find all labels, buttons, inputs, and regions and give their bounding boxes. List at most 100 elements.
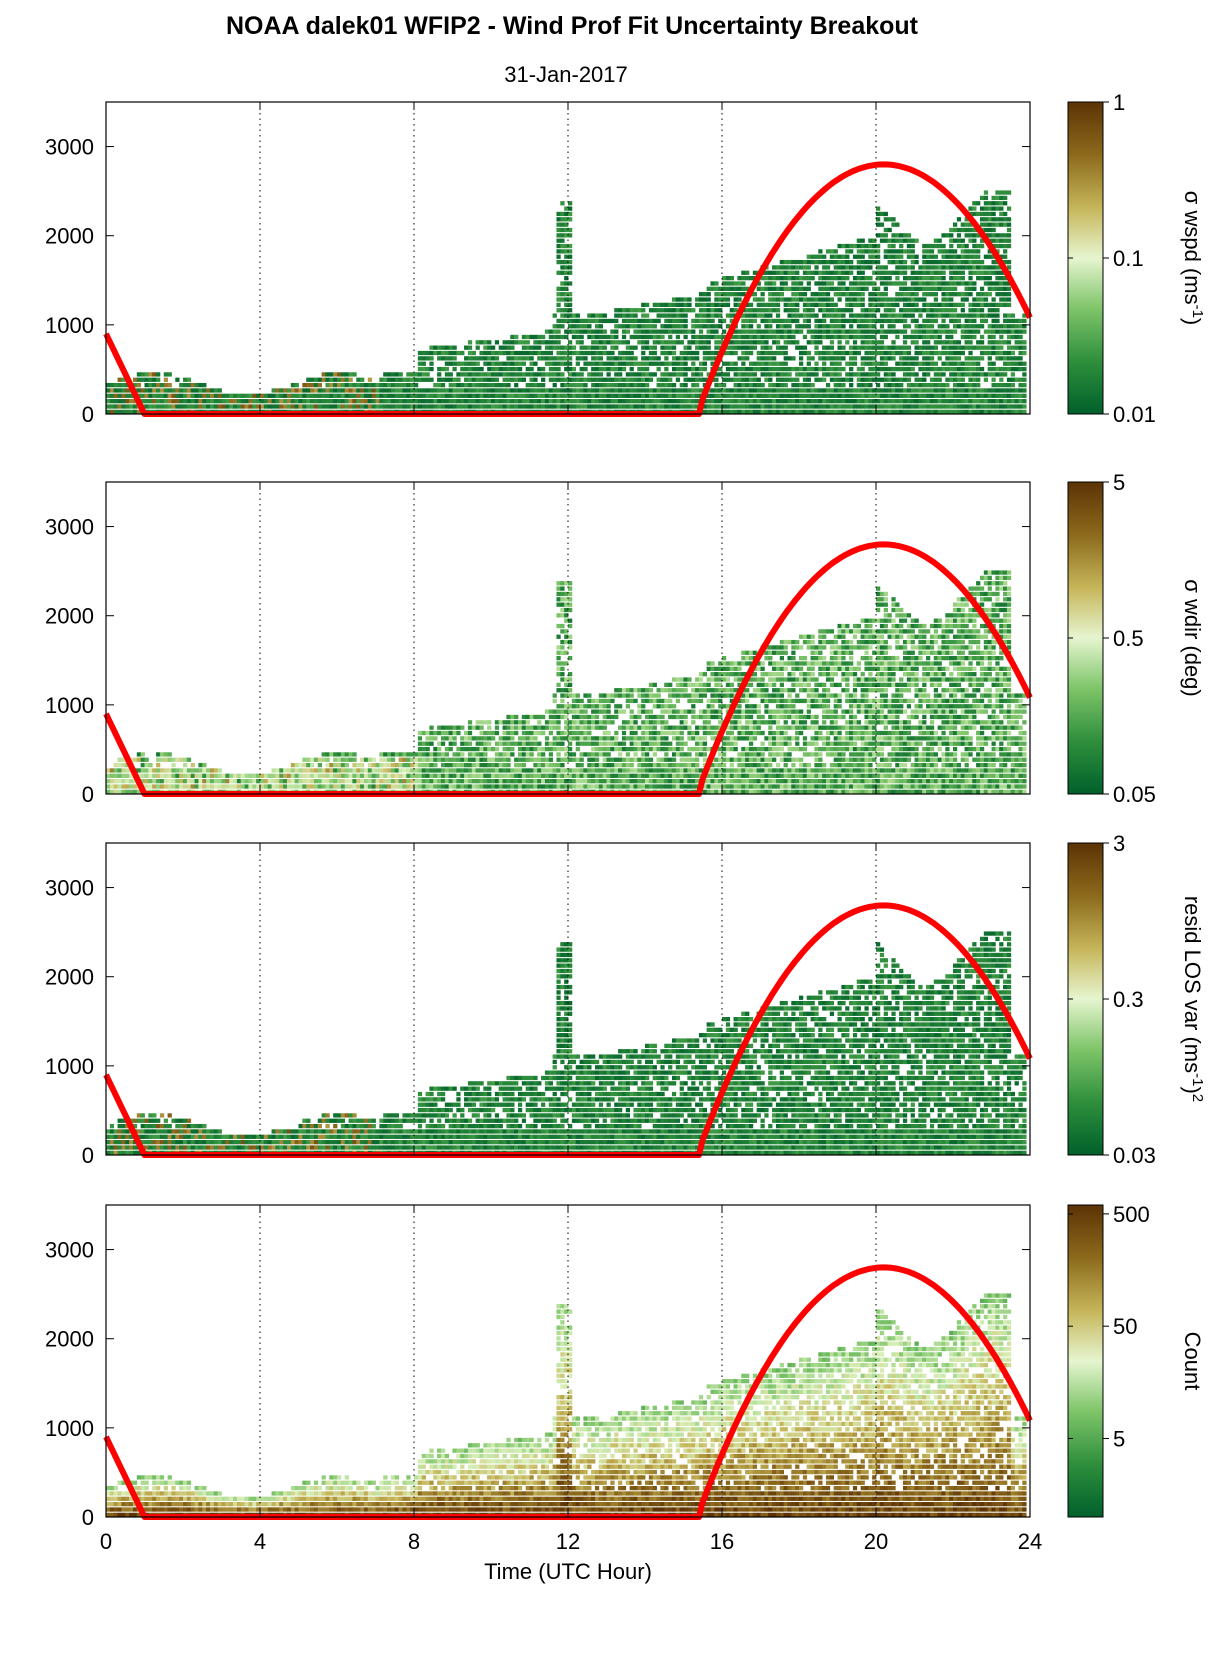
heatmap-cell — [560, 388, 565, 393]
heatmap-cell — [718, 302, 723, 308]
heatmap-cell — [768, 329, 773, 334]
heatmap-cell — [144, 784, 149, 789]
heatmap-cell — [444, 345, 450, 350]
heatmap-cell — [521, 350, 527, 356]
heatmap-cell — [802, 377, 808, 382]
heatmap-cell — [852, 292, 858, 297]
heatmap-cell — [976, 265, 981, 270]
heatmap-cell — [814, 254, 819, 259]
heatmap-cell — [775, 302, 781, 308]
heatmap-cell — [729, 350, 734, 356]
heatmap-cell — [995, 388, 1000, 393]
heatmap-cell — [506, 741, 511, 746]
heatmap-cell — [267, 393, 272, 398]
heatmap-cell — [983, 211, 989, 217]
heatmap-cell — [722, 281, 727, 286]
heatmap-cell — [856, 238, 861, 243]
heatmap-cell — [810, 404, 815, 409]
heatmap-cell — [837, 297, 842, 302]
heatmap-cell — [410, 762, 415, 768]
heatmap-cell — [818, 324, 823, 329]
heatmap-cell — [876, 243, 881, 249]
heatmap-cell — [625, 382, 630, 388]
heatmap-cell — [1014, 340, 1019, 345]
heatmap-cell — [390, 762, 396, 768]
heatmap-cell — [841, 393, 846, 398]
heatmap-cell — [748, 388, 754, 393]
heatmap-cell — [929, 292, 935, 297]
heatmap-cell — [1022, 393, 1027, 398]
heatmap-cell — [972, 238, 977, 243]
heatmap-cell — [806, 404, 811, 409]
heatmap-cell — [514, 773, 519, 778]
heatmap-cell — [979, 297, 985, 302]
heatmap-cell — [548, 762, 553, 768]
heatmap-cell — [321, 372, 326, 377]
heatmap-cell — [421, 741, 426, 746]
heatmap-cell — [452, 345, 457, 350]
heatmap-cell — [941, 340, 946, 345]
heatmap-cell — [768, 388, 773, 393]
heatmap-cell — [722, 372, 727, 377]
heatmap-cell — [621, 382, 627, 388]
heatmap-cell — [109, 784, 115, 789]
heatmap-cell — [891, 318, 896, 324]
heatmap-cell — [487, 720, 492, 725]
heatmap-cell — [525, 356, 530, 361]
heatmap-cell — [872, 399, 877, 404]
heatmap-cell — [802, 324, 808, 329]
heatmap-cell — [991, 308, 996, 313]
heatmap-cell — [779, 259, 784, 265]
heatmap-cell — [725, 297, 731, 302]
heatmap-cell — [876, 259, 881, 265]
heatmap-cell — [402, 377, 407, 382]
heatmap-cell — [968, 249, 973, 254]
heatmap-cell — [637, 377, 642, 382]
heatmap-cell — [953, 393, 958, 398]
heatmap-cell — [718, 318, 723, 324]
heatmap-cell — [949, 249, 954, 254]
heatmap-cell — [260, 399, 265, 404]
heatmap-cell — [1003, 249, 1008, 254]
heatmap-cell — [352, 757, 357, 762]
heatmap-cell — [937, 249, 942, 254]
heatmap-cell — [895, 350, 900, 356]
heatmap-cell — [829, 409, 835, 414]
heatmap-cell — [464, 366, 469, 372]
heatmap-cell — [825, 324, 831, 329]
heatmap-cell — [221, 779, 226, 784]
heatmap-cell — [864, 377, 869, 382]
heatmap-cell — [837, 308, 842, 313]
heatmap-cell — [525, 725, 530, 730]
heatmap-cell — [148, 404, 153, 409]
heatmap-cell — [321, 768, 326, 773]
heatmap-cell — [456, 404, 461, 409]
heatmap-cell — [956, 238, 962, 243]
heatmap-cell — [171, 773, 176, 778]
heatmap-cell — [529, 350, 534, 356]
heatmap-cell — [106, 773, 111, 778]
heatmap-cell — [945, 302, 950, 308]
heatmap-cell — [375, 762, 380, 768]
heatmap-cell — [375, 768, 380, 773]
heatmap-cell — [995, 286, 1000, 291]
heatmap-cell — [902, 372, 908, 377]
heatmap-cell — [756, 409, 761, 414]
heatmap-cell — [722, 292, 727, 297]
heatmap-cell — [1006, 243, 1012, 249]
heatmap-cell — [737, 334, 742, 340]
heatmap-cell — [467, 762, 473, 768]
heatmap-cell — [768, 302, 773, 308]
heatmap-cell — [987, 409, 992, 414]
heatmap-cell — [783, 302, 788, 308]
heatmap-cell — [387, 393, 392, 398]
heatmap-cell — [783, 324, 788, 329]
heatmap-cell — [310, 377, 315, 382]
heatmap-cell — [1003, 211, 1008, 217]
heatmap-cell — [417, 399, 423, 404]
heatmap-cell — [725, 313, 731, 318]
heatmap-cell — [117, 393, 122, 398]
heatmap-cell — [722, 388, 727, 393]
heatmap-cell — [537, 366, 542, 372]
heatmap-cell — [410, 382, 415, 388]
